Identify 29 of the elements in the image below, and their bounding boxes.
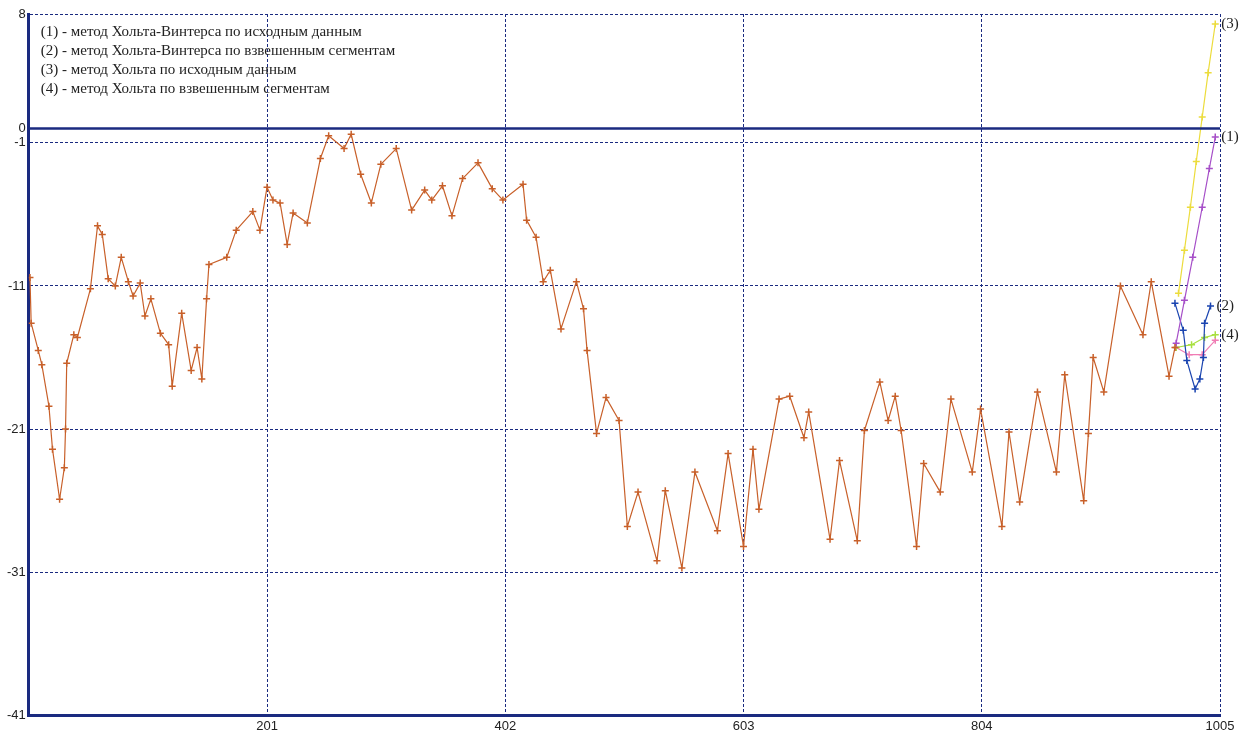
y-tick-label: -31: [6, 563, 26, 579]
y-tick-label: -1: [14, 134, 26, 150]
y-tick-label: -21: [6, 420, 26, 436]
annotation: (1) - метод Хольта-Винтерса по исходным данным: [40, 22, 363, 40]
y-tick-label: -41: [6, 706, 26, 722]
point: [1197, 202, 1207, 212]
x-tick-label: 804: [970, 717, 993, 733]
y-tick-label: 8: [18, 5, 26, 21]
annotation: (4) - метод Хольта по взвешенным сегментам: [40, 79, 331, 97]
point: [1203, 68, 1213, 77]
y-tick-label: 0: [18, 120, 26, 136]
x-tick-label: 603: [732, 717, 755, 733]
point: [1186, 202, 1195, 212]
annotation: (3) - метод Хольта по исходным данным: [40, 60, 297, 78]
point: [1182, 356, 1192, 365]
series-label: (4): [1221, 325, 1239, 343]
series-label: (2): [1216, 296, 1235, 314]
point: [1197, 112, 1207, 122]
x-tick-label: 1005: [1205, 717, 1235, 733]
series-label: (1): [1221, 128, 1239, 146]
x-tick-label: 402: [494, 717, 517, 733]
x-tick-label: 201: [256, 717, 278, 733]
point: [1200, 318, 1209, 328]
point: [1180, 245, 1189, 255]
series-label: (3): [1221, 14, 1239, 32]
annotation: (2) - метод Хольта-Винтерса по взвешенным сегментам: [40, 41, 396, 59]
point: [1195, 374, 1205, 384]
point: [1190, 384, 1200, 394]
y-tick-label: -11: [7, 277, 26, 293]
